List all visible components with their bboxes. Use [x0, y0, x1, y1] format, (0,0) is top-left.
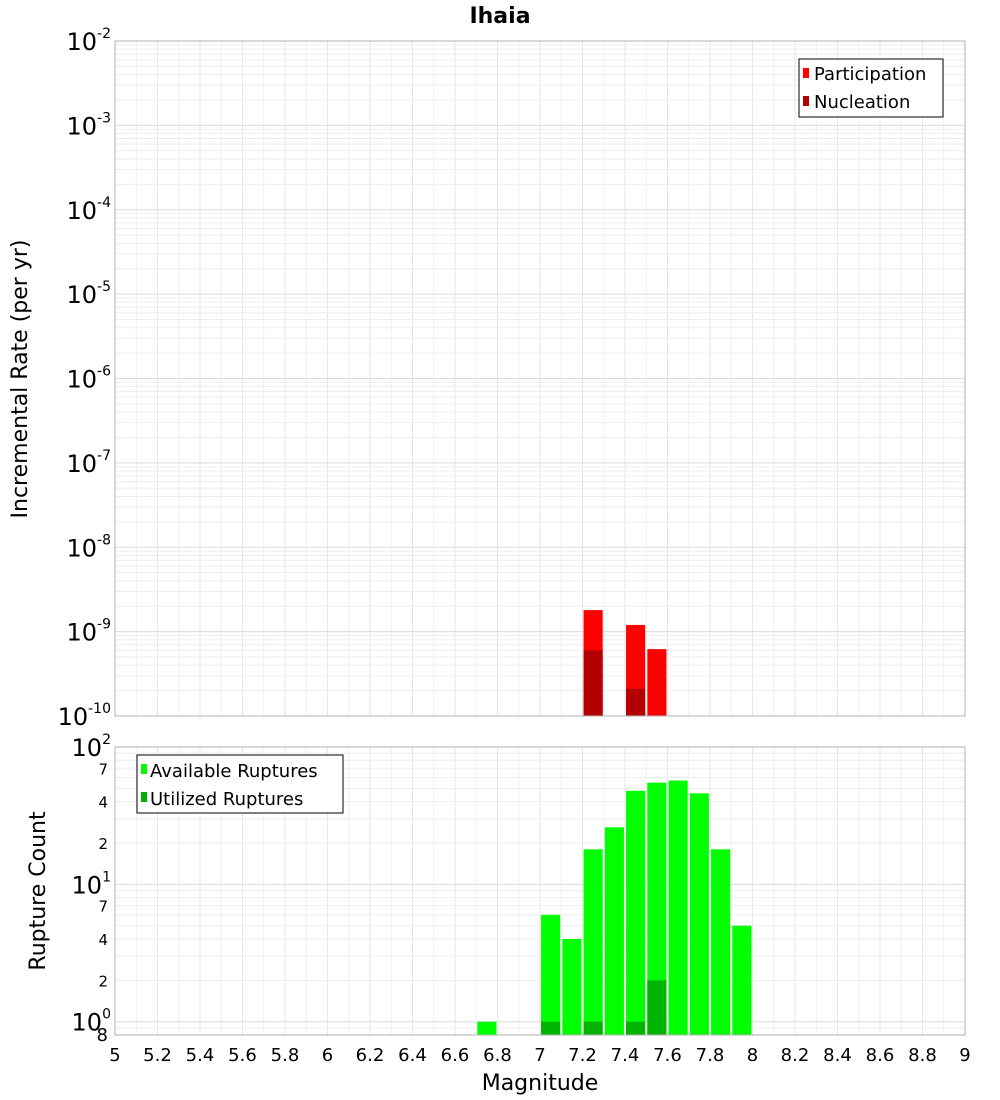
rate-nucleation-bar — [583, 650, 603, 716]
magnitude-tick-label: 7.4 — [611, 1045, 640, 1066]
magnitude-tick-label: 8.2 — [781, 1045, 810, 1066]
count-available-ruptures-bar — [668, 780, 688, 1035]
nucleation-legend-label: Nucleation — [814, 92, 910, 113]
available-legend-swatch — [141, 764, 147, 774]
magnitude-tick-label: 6.8 — [483, 1045, 512, 1066]
magnitude-tick-label: 9 — [959, 1045, 970, 1066]
rate-decade-label: 10-5 — [66, 279, 111, 309]
count-available-ruptures-bar — [562, 939, 582, 1035]
count-available-ruptures-bar — [477, 1021, 497, 1035]
count-available-ruptures-bar — [647, 782, 667, 1035]
rate-decade-label: 10-10 — [58, 701, 111, 731]
rate-decade-label: 10-2 — [66, 26, 111, 56]
participation-rate-panel: 10-10 10-9 10-8 10-7 10-6 10-5 10-4 10-3 10-2 Pa… — [8, 26, 966, 731]
magnitude-x-ticks: 5 5.2 5.4 5.6 5.8 6 6.2 6.4 6.6 6.8 7 7.2 7.4 7.6 7.8 8… — [109, 1045, 970, 1066]
rate-decade-label: 10-4 — [66, 195, 111, 225]
chart-title: Ihaia — [469, 4, 530, 29]
rate-decade-label: 10-8 — [66, 532, 111, 562]
count-available-ruptures-bar — [541, 914, 561, 1035]
count-available-ruptures-bar — [583, 849, 603, 1035]
count-utilized-ruptures-bar — [626, 1021, 646, 1035]
rate-nucleation-bar — [626, 688, 646, 716]
count-legend-box — [136, 754, 344, 814]
magnitude-tick-label: 8.4 — [823, 1045, 852, 1066]
magnitude-tick-label: 7.2 — [568, 1045, 597, 1066]
count-grid — [115, 746, 965, 1036]
rate-legend-box — [798, 58, 944, 118]
rate-decade-label: 10-9 — [66, 617, 111, 647]
count-y-ticks: 100 101 102 8 2 4 7 2 4 7 — [72, 732, 111, 1046]
magnitude-tick-label: 6 — [322, 1045, 333, 1066]
rate-decade-label: 10-6 — [66, 364, 111, 394]
count-minor-label: 2 — [98, 972, 108, 990]
rate-y-axis-label: Incremental Rate (per yr) — [8, 240, 33, 519]
count-decade-label: 101 — [72, 869, 111, 899]
count-minor-label: 4 — [98, 794, 108, 812]
rupture-count-panel: 100 101 102 8 2 4 7 2 4 7 5 5.2 5.4 5.6 5.8 6 6.2 6.4 6.6… — [26, 732, 971, 1096]
count-minor-label: 2 — [98, 835, 108, 853]
count-decade-label: 100 — [72, 1007, 111, 1037]
magnitude-tick-label: 5.8 — [271, 1045, 300, 1066]
count-minor-label: 7 — [98, 760, 108, 778]
magnitude-tick-label: 6.4 — [398, 1045, 427, 1066]
count-minor-label: 7 — [98, 898, 108, 916]
rate-participation-bar — [647, 649, 667, 716]
count-available-ruptures-bar — [732, 925, 752, 1035]
count-utilized-ruptures-bar — [541, 1021, 561, 1035]
magnitude-tick-label: 7.8 — [696, 1045, 725, 1066]
count-available-ruptures-bar — [604, 827, 624, 1035]
magnitude-tick-label: 6.6 — [441, 1045, 470, 1066]
magnitude-tick-label: 8.6 — [866, 1045, 895, 1066]
count-minor-label: 8 — [97, 1025, 108, 1046]
magnitude-tick-label: 7.6 — [653, 1045, 682, 1066]
magnitude-tick-label: 5 — [109, 1045, 120, 1066]
magnitude-tick-label: 5.2 — [143, 1045, 172, 1066]
rate-y-ticks: 10-10 10-9 10-8 10-7 10-6 10-5 10-4 10-3 10-2 — [58, 26, 112, 731]
rate-bars — [583, 610, 667, 716]
count-bars — [477, 780, 752, 1035]
count-available-ruptures-bar — [626, 790, 646, 1035]
count-available-ruptures-bar — [711, 849, 731, 1035]
magnitude-x-axis-label: Magnitude — [482, 1071, 599, 1096]
count-decade-label: 102 — [72, 732, 111, 762]
count-legend: Available Ruptures Utilized Ruptures — [136, 754, 344, 814]
rate-decade-label: 10-7 — [66, 448, 111, 478]
rate-legend: Participation Nucleation — [798, 58, 944, 118]
magnitude-tick-label: 5.4 — [186, 1045, 215, 1066]
nucleation-legend-swatch — [803, 96, 809, 106]
magnitude-tick-label: 8.8 — [908, 1045, 937, 1066]
utilized-legend-swatch — [141, 792, 147, 802]
magnitude-tick-label: 5.6 — [228, 1045, 257, 1066]
participation-legend-swatch — [803, 68, 809, 78]
utilized-legend-label: Utilized Ruptures — [150, 789, 303, 810]
count-utilized-ruptures-bar — [583, 1021, 603, 1035]
rate-decade-label: 10-3 — [66, 110, 111, 140]
magnitude-tick-label: 7 — [534, 1045, 545, 1066]
count-available-ruptures-bar — [689, 793, 709, 1035]
count-y-axis-label: Rupture Count — [26, 811, 51, 971]
participation-legend-label: Participation — [814, 64, 926, 85]
magnitude-tick-label: 8 — [747, 1045, 758, 1066]
magnitude-tick-label: 6.2 — [356, 1045, 385, 1066]
available-legend-label: Available Ruptures — [150, 761, 318, 782]
count-utilized-ruptures-bar — [647, 980, 667, 1035]
rate-grid — [115, 40, 965, 717]
count-minor-label: 4 — [98, 931, 108, 949]
